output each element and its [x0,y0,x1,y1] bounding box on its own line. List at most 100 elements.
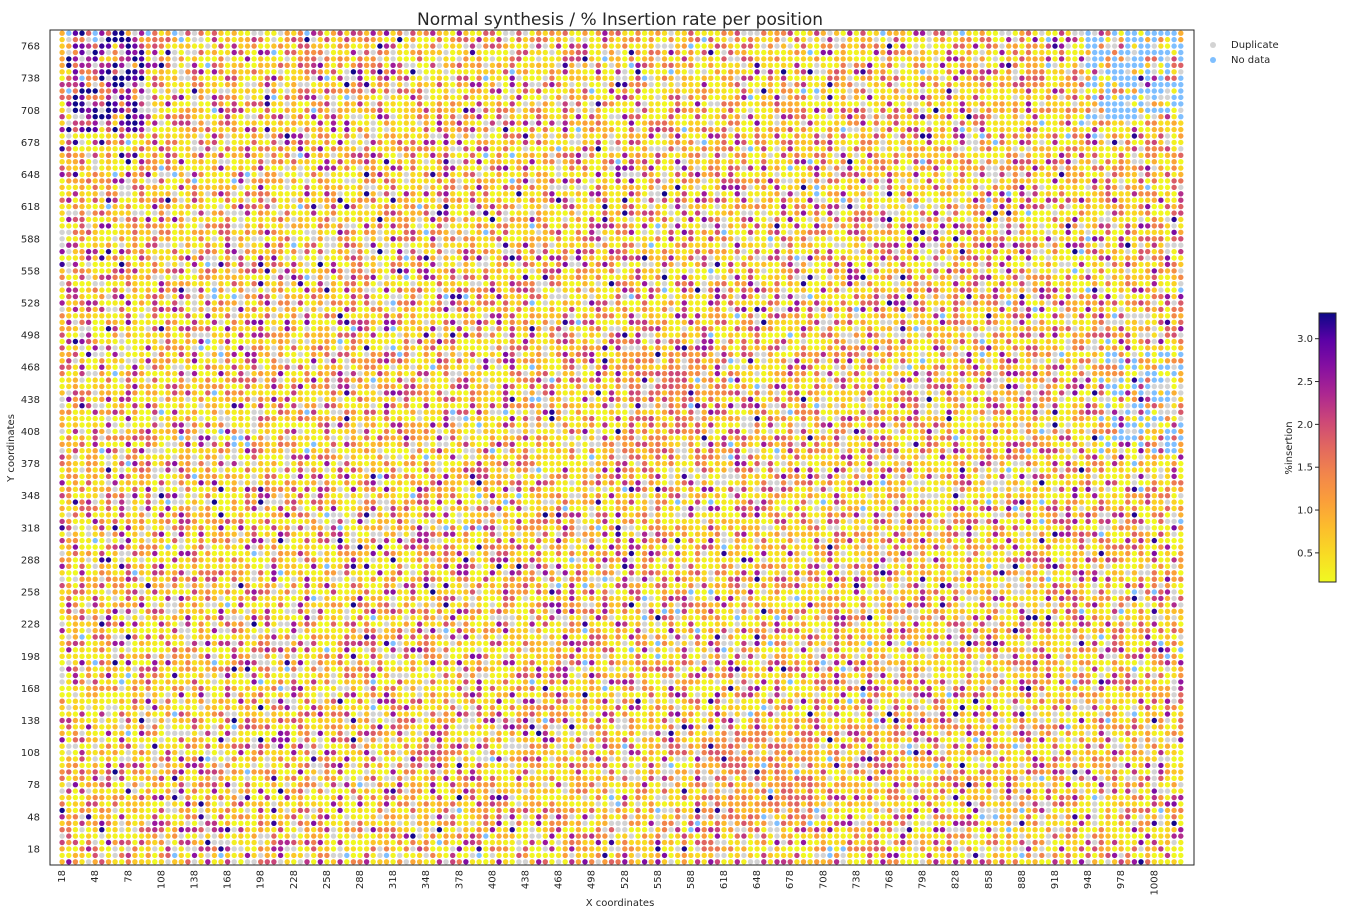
data-point [66,788,71,793]
data-point [761,795,766,800]
data-point [238,808,243,813]
data-point [702,795,707,800]
data-point [1099,737,1104,742]
data-point [913,679,918,684]
data-point [874,756,879,761]
data-point [1039,699,1044,704]
data-point [516,731,521,736]
data-point [159,744,164,749]
data-point [788,782,793,787]
point-duplicate [516,859,521,864]
point-duplicate [404,731,409,736]
data-point [463,744,468,749]
data-point [1006,744,1011,749]
data-point [59,711,64,716]
data-point [159,679,164,684]
point-duplicate [516,840,521,845]
data-point [1125,846,1130,851]
data-point [311,756,316,761]
data-point [933,814,938,819]
data-point [1046,859,1051,864]
point-duplicate [1125,776,1130,781]
data-point [774,718,779,723]
data-point [443,737,448,742]
data-point [351,846,356,851]
point-duplicate [126,750,131,755]
point-duplicate [410,814,415,819]
data-point [410,673,415,678]
point-duplicate [1099,776,1104,781]
data-point [99,724,104,729]
data-point [86,692,91,697]
point-duplicate [357,776,362,781]
data-point [278,756,283,761]
data-point [198,795,203,800]
data-point [688,808,693,813]
data-point [271,814,276,819]
data-point [940,724,945,729]
data-point [920,853,925,858]
data-point [708,699,713,704]
data-point [245,821,250,826]
data-point [437,750,442,755]
data-point [1138,821,1143,826]
data-point [1158,782,1163,787]
data-point [470,699,475,704]
data-point [900,859,905,864]
data-point [629,724,634,729]
data-point [351,679,356,684]
data-point [1138,859,1143,864]
data-point [463,769,468,774]
data-point [589,763,594,768]
data-point [549,808,554,813]
data-point [880,737,885,742]
data-point [847,827,852,832]
data-point [185,763,190,768]
data-point [298,731,303,736]
data-point [311,814,316,819]
data-point [1079,859,1084,864]
data-point [1132,699,1137,704]
data-point [569,686,574,691]
data-point [112,821,117,826]
data-point [1125,801,1130,806]
data-point [238,673,243,678]
data-point [192,763,197,768]
data-point [271,833,276,838]
data-point [390,769,395,774]
data-point [668,756,673,761]
data-point [973,692,978,697]
data-point [1046,686,1051,691]
data-point [1171,853,1176,858]
data-point [569,840,574,845]
data-point [966,788,971,793]
point-no-data [814,808,819,813]
point-duplicate [265,763,270,768]
data-point [139,846,144,851]
point-duplicate [715,814,720,819]
data-point [205,782,210,787]
data-point [1072,833,1077,838]
point-duplicate [93,744,98,749]
data-point [1066,821,1071,826]
data-point [66,699,71,704]
point-duplicate [993,788,998,793]
data-point [278,782,283,787]
data-point [668,833,673,838]
data-point [258,673,263,678]
data-point [642,705,647,710]
data-point [596,833,601,838]
data-point [152,699,157,704]
data-point [437,763,442,768]
data-point [324,769,329,774]
point-duplicate [404,776,409,781]
data-point [1119,769,1124,774]
data-point [688,814,693,819]
data-point [179,711,184,716]
data-point [271,859,276,864]
data-point [179,744,184,749]
data-point [907,853,912,858]
data-point [1138,801,1143,806]
data-point [993,711,998,716]
data-point [946,833,951,838]
